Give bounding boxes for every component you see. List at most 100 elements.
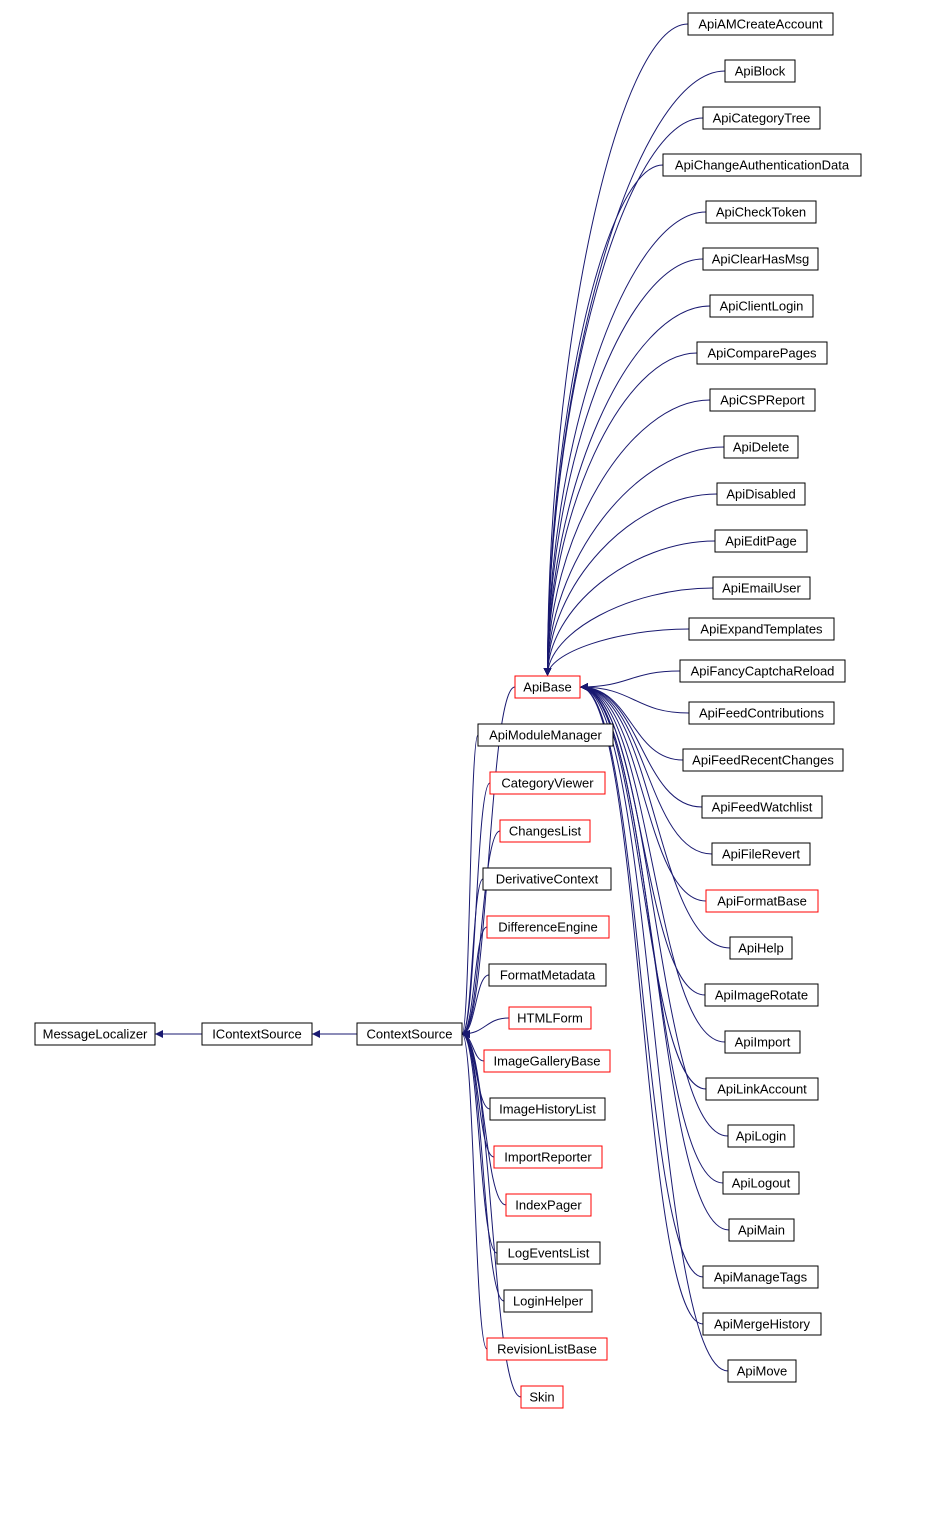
class-node-MessageLocalizer[interactable]: MessageLocalizer [35, 1023, 155, 1045]
class-node-ApiExpandTemplates[interactable]: ApiExpandTemplates [689, 618, 834, 640]
class-node-label: LoginHelper [513, 1293, 584, 1308]
inheritance-edge [548, 24, 689, 676]
class-node-label: ImportReporter [504, 1149, 592, 1164]
class-node-ImageGalleryBase[interactable]: ImageGalleryBase [484, 1050, 610, 1072]
class-node-label: ApiMergeHistory [714, 1316, 811, 1331]
class-node-label: ApiChangeAuthenticationData [675, 157, 850, 172]
class-node-ApiBlock[interactable]: ApiBlock [725, 60, 795, 82]
class-node-label: IndexPager [515, 1197, 582, 1212]
class-node-RevisionListBase[interactable]: RevisionListBase [487, 1338, 607, 1360]
class-node-label: FormatMetadata [500, 967, 596, 982]
class-node-ApiAMCreateAccount[interactable]: ApiAMCreateAccount [688, 13, 833, 35]
class-node-ApiComparePages[interactable]: ApiComparePages [697, 342, 827, 364]
class-node-ApiFeedContributions[interactable]: ApiFeedContributions [689, 702, 834, 724]
class-node-ApiClientLogin[interactable]: ApiClientLogin [710, 295, 813, 317]
class-node-ApiImport[interactable]: ApiImport [725, 1031, 800, 1053]
class-node-ApiEditPage[interactable]: ApiEditPage [715, 530, 807, 552]
class-node-label: ApiImport [735, 1034, 791, 1049]
class-node-ApiLogin[interactable]: ApiLogin [728, 1125, 794, 1147]
class-node-ApiClearHasMsg[interactable]: ApiClearHasMsg [703, 248, 818, 270]
class-node-label: CategoryViewer [501, 775, 594, 790]
class-node-label: ApiMain [738, 1222, 785, 1237]
class-node-label: ApiExpandTemplates [700, 621, 823, 636]
class-node-ImportReporter[interactable]: ImportReporter [494, 1146, 602, 1168]
class-node-label: DifferenceEngine [498, 919, 598, 934]
class-node-ApiMergeHistory[interactable]: ApiMergeHistory [703, 1313, 821, 1335]
class-node-ApiFileRevert[interactable]: ApiFileRevert [712, 843, 810, 865]
class-node-ApiFancyCaptchaReload[interactable]: ApiFancyCaptchaReload [680, 660, 845, 682]
class-node-label: HTMLForm [517, 1010, 583, 1025]
class-node-ApiCSPReport[interactable]: ApiCSPReport [710, 389, 815, 411]
class-node-label: ApiAMCreateAccount [698, 16, 823, 31]
class-node-LogEventsList[interactable]: LogEventsList [497, 1242, 600, 1264]
class-node-label: ApiMove [737, 1363, 788, 1378]
class-node-ApiDisabled[interactable]: ApiDisabled [717, 483, 805, 505]
class-node-label: ApiLogout [732, 1175, 791, 1190]
class-node-label: MessageLocalizer [43, 1026, 148, 1041]
class-node-ApiManageTags[interactable]: ApiManageTags [703, 1266, 818, 1288]
class-node-label: ApiLogin [736, 1128, 787, 1143]
class-node-DifferenceEngine[interactable]: DifferenceEngine [487, 916, 609, 938]
class-node-label: ApiEditPage [725, 533, 797, 548]
class-node-CategoryViewer[interactable]: CategoryViewer [490, 772, 605, 794]
class-node-label: ApiManageTags [714, 1269, 808, 1284]
class-node-ChangesList[interactable]: ChangesList [500, 820, 590, 842]
inheritance-edge [580, 671, 680, 687]
class-node-ApiCheckToken[interactable]: ApiCheckToken [706, 201, 816, 223]
class-node-label: ContextSource [367, 1026, 453, 1041]
class-node-ContextSource[interactable]: ContextSource [357, 1023, 462, 1045]
class-node-label: ApiLinkAccount [717, 1081, 807, 1096]
class-node-label: ApiCSPReport [720, 392, 805, 407]
class-node-IContextSource[interactable]: IContextSource [202, 1023, 312, 1045]
class-node-HTMLForm[interactable]: HTMLForm [509, 1007, 591, 1029]
class-node-Skin[interactable]: Skin [521, 1386, 563, 1408]
class-node-ApiDelete[interactable]: ApiDelete [724, 436, 798, 458]
class-node-LoginHelper[interactable]: LoginHelper [504, 1290, 592, 1312]
class-node-ApiFeedWatchlist[interactable]: ApiFeedWatchlist [702, 796, 822, 818]
class-node-label: ApiFeedWatchlist [712, 799, 813, 814]
class-node-ApiLogout[interactable]: ApiLogout [723, 1172, 799, 1194]
class-node-label: ApiBlock [735, 63, 786, 78]
class-node-label: ImageHistoryList [499, 1101, 596, 1116]
class-node-ApiLinkAccount[interactable]: ApiLinkAccount [706, 1078, 818, 1100]
inheritance-edge [548, 165, 664, 676]
class-node-label: ApiBase [523, 679, 571, 694]
class-node-label: Skin [529, 1389, 554, 1404]
class-node-ApiFormatBase[interactable]: ApiFormatBase [706, 890, 818, 912]
class-node-ApiChangeAuthenticationData[interactable]: ApiChangeAuthenticationData [663, 154, 861, 176]
class-node-label: ApiFormatBase [717, 893, 807, 908]
class-node-ApiModuleManager[interactable]: ApiModuleManager [478, 724, 613, 746]
class-node-label: ApiDelete [733, 439, 789, 454]
class-node-label: ApiEmailUser [722, 580, 801, 595]
class-node-DerivativeContext[interactable]: DerivativeContext [483, 868, 611, 890]
inheritance-edge [548, 212, 707, 676]
class-node-ApiEmailUser[interactable]: ApiEmailUser [713, 577, 810, 599]
class-node-ApiMove[interactable]: ApiMove [728, 1360, 796, 1382]
class-node-label: RevisionListBase [497, 1341, 597, 1356]
class-node-label: ApiFancyCaptchaReload [691, 663, 835, 678]
class-node-ImageHistoryList[interactable]: ImageHistoryList [490, 1098, 605, 1120]
class-node-label: ApiFileRevert [722, 846, 800, 861]
class-node-ApiFeedRecentChanges[interactable]: ApiFeedRecentChanges [683, 749, 843, 771]
inheritance-edge [548, 306, 711, 676]
class-node-label: ApiClearHasMsg [712, 251, 810, 266]
class-node-label: ApiComparePages [707, 345, 817, 360]
class-node-label: ChangesList [509, 823, 582, 838]
inheritance-edge [548, 353, 698, 676]
class-node-ApiCategoryTree[interactable]: ApiCategoryTree [703, 107, 820, 129]
class-node-ApiBase[interactable]: ApiBase [515, 676, 580, 698]
class-node-label: ApiImageRotate [715, 987, 808, 1002]
class-node-ApiImageRotate[interactable]: ApiImageRotate [705, 984, 818, 1006]
class-node-label: IContextSource [212, 1026, 302, 1041]
class-node-label: ApiFeedContributions [699, 705, 825, 720]
class-node-label: ApiFeedRecentChanges [692, 752, 834, 767]
class-node-IndexPager[interactable]: IndexPager [506, 1194, 591, 1216]
inheritance-edge [548, 541, 716, 676]
class-node-ApiMain[interactable]: ApiMain [729, 1219, 794, 1241]
class-node-label: LogEventsList [508, 1245, 590, 1260]
class-node-FormatMetadata[interactable]: FormatMetadata [489, 964, 606, 986]
class-node-label: ImageGalleryBase [494, 1053, 601, 1068]
class-node-label: ApiModuleManager [489, 727, 602, 742]
class-node-ApiHelp[interactable]: ApiHelp [730, 937, 792, 959]
inheritance-edge [548, 494, 718, 676]
